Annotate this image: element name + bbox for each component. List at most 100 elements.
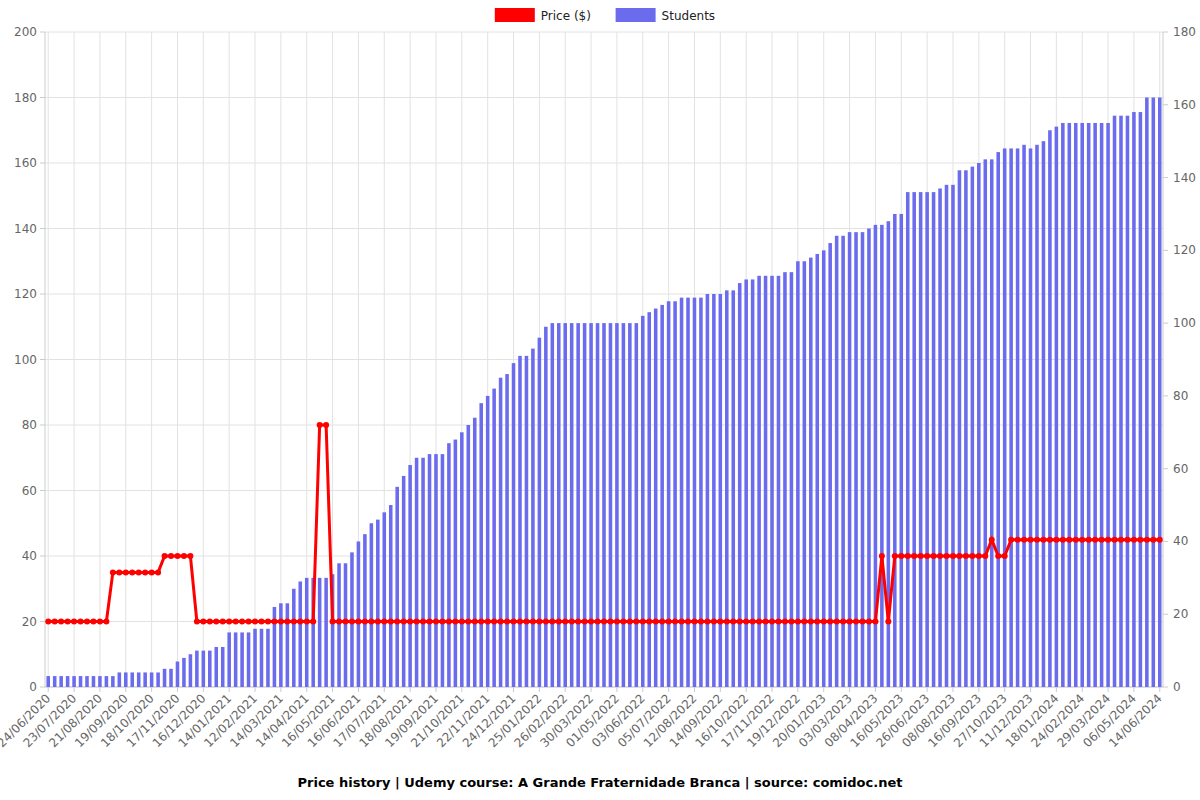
marker bbox=[375, 619, 381, 625]
bar bbox=[383, 512, 387, 687]
y2-tick-label: 140 bbox=[1173, 171, 1196, 185]
marker bbox=[162, 553, 168, 559]
bar bbox=[764, 276, 768, 687]
bar bbox=[880, 225, 884, 687]
tick-mark bbox=[203, 687, 204, 692]
bar bbox=[499, 378, 503, 687]
bar bbox=[925, 192, 929, 687]
marker bbox=[71, 619, 77, 625]
bar bbox=[563, 323, 567, 687]
marker bbox=[1131, 537, 1137, 543]
bar bbox=[783, 272, 787, 687]
tick-mark bbox=[1004, 687, 1005, 692]
bar bbox=[402, 476, 406, 687]
marker bbox=[685, 619, 691, 625]
bar bbox=[118, 672, 122, 687]
tick-mark bbox=[40, 97, 45, 98]
marker bbox=[1015, 537, 1021, 543]
marker bbox=[969, 553, 975, 559]
marker bbox=[536, 619, 542, 625]
bar bbox=[389, 505, 393, 687]
bar bbox=[1074, 123, 1078, 687]
marker bbox=[226, 619, 232, 625]
marker bbox=[562, 619, 568, 625]
bar bbox=[189, 654, 193, 687]
tick-mark bbox=[746, 687, 747, 692]
tick-mark bbox=[461, 687, 462, 692]
y-axis-line bbox=[45, 32, 46, 687]
bar bbox=[130, 672, 134, 687]
tick-mark bbox=[1108, 687, 1109, 692]
grid-line bbox=[177, 32, 178, 687]
y2-tick-label: 60 bbox=[1173, 462, 1188, 476]
bar bbox=[777, 276, 781, 687]
marker bbox=[937, 553, 943, 559]
y-tick-label: 120 bbox=[14, 287, 37, 301]
marker bbox=[116, 569, 122, 575]
bar bbox=[790, 272, 794, 687]
bar bbox=[182, 658, 186, 687]
bar bbox=[486, 396, 490, 687]
marker bbox=[1040, 537, 1046, 543]
bar bbox=[227, 632, 231, 687]
bar bbox=[447, 443, 451, 687]
grid-line bbox=[255, 32, 256, 687]
marker bbox=[213, 619, 219, 625]
marker bbox=[950, 553, 956, 559]
marker bbox=[1144, 537, 1150, 543]
bar bbox=[1061, 123, 1065, 687]
grid-line bbox=[151, 32, 152, 687]
bar bbox=[137, 672, 141, 687]
bar bbox=[395, 487, 399, 687]
marker bbox=[439, 619, 445, 625]
bar bbox=[1126, 116, 1130, 687]
grid-line bbox=[99, 32, 100, 687]
marker bbox=[821, 619, 827, 625]
plot-area bbox=[45, 98, 1163, 688]
bar bbox=[919, 192, 923, 687]
marker bbox=[1021, 537, 1027, 543]
marker bbox=[963, 553, 969, 559]
bar bbox=[531, 349, 535, 687]
bar bbox=[628, 323, 632, 687]
marker bbox=[595, 619, 601, 625]
marker bbox=[355, 619, 361, 625]
bar bbox=[460, 432, 464, 687]
marker bbox=[982, 553, 988, 559]
tick-mark bbox=[952, 687, 953, 692]
y2-tick-label: 40 bbox=[1173, 534, 1188, 548]
bar bbox=[525, 356, 529, 687]
bar bbox=[318, 578, 322, 687]
bar bbox=[1106, 123, 1110, 687]
bar bbox=[98, 676, 102, 687]
marker bbox=[65, 619, 71, 625]
marker bbox=[924, 553, 930, 559]
grid-line bbox=[45, 163, 1163, 164]
x-tick-label: 14/06/2024 bbox=[1106, 691, 1165, 750]
marker bbox=[97, 619, 103, 625]
marker bbox=[827, 619, 833, 625]
y-tick-label: 60 bbox=[22, 484, 37, 498]
y-tick-label: 40 bbox=[22, 549, 37, 563]
tick-mark bbox=[40, 163, 45, 164]
bar bbox=[434, 454, 438, 687]
marker bbox=[698, 619, 704, 625]
marker bbox=[200, 619, 206, 625]
tick-mark bbox=[927, 687, 928, 692]
tick-mark bbox=[358, 687, 359, 692]
bar bbox=[202, 651, 206, 687]
marker bbox=[653, 619, 659, 625]
marker bbox=[847, 619, 853, 625]
bar bbox=[66, 676, 70, 687]
marker bbox=[1099, 537, 1105, 543]
bar bbox=[576, 323, 580, 687]
marker bbox=[808, 619, 814, 625]
bar bbox=[221, 647, 225, 687]
marker bbox=[420, 619, 426, 625]
tick-mark bbox=[1163, 32, 1168, 33]
bar bbox=[673, 301, 677, 687]
marker bbox=[297, 619, 303, 625]
marker bbox=[1034, 537, 1040, 543]
marker bbox=[1150, 537, 1156, 543]
marker bbox=[724, 619, 730, 625]
